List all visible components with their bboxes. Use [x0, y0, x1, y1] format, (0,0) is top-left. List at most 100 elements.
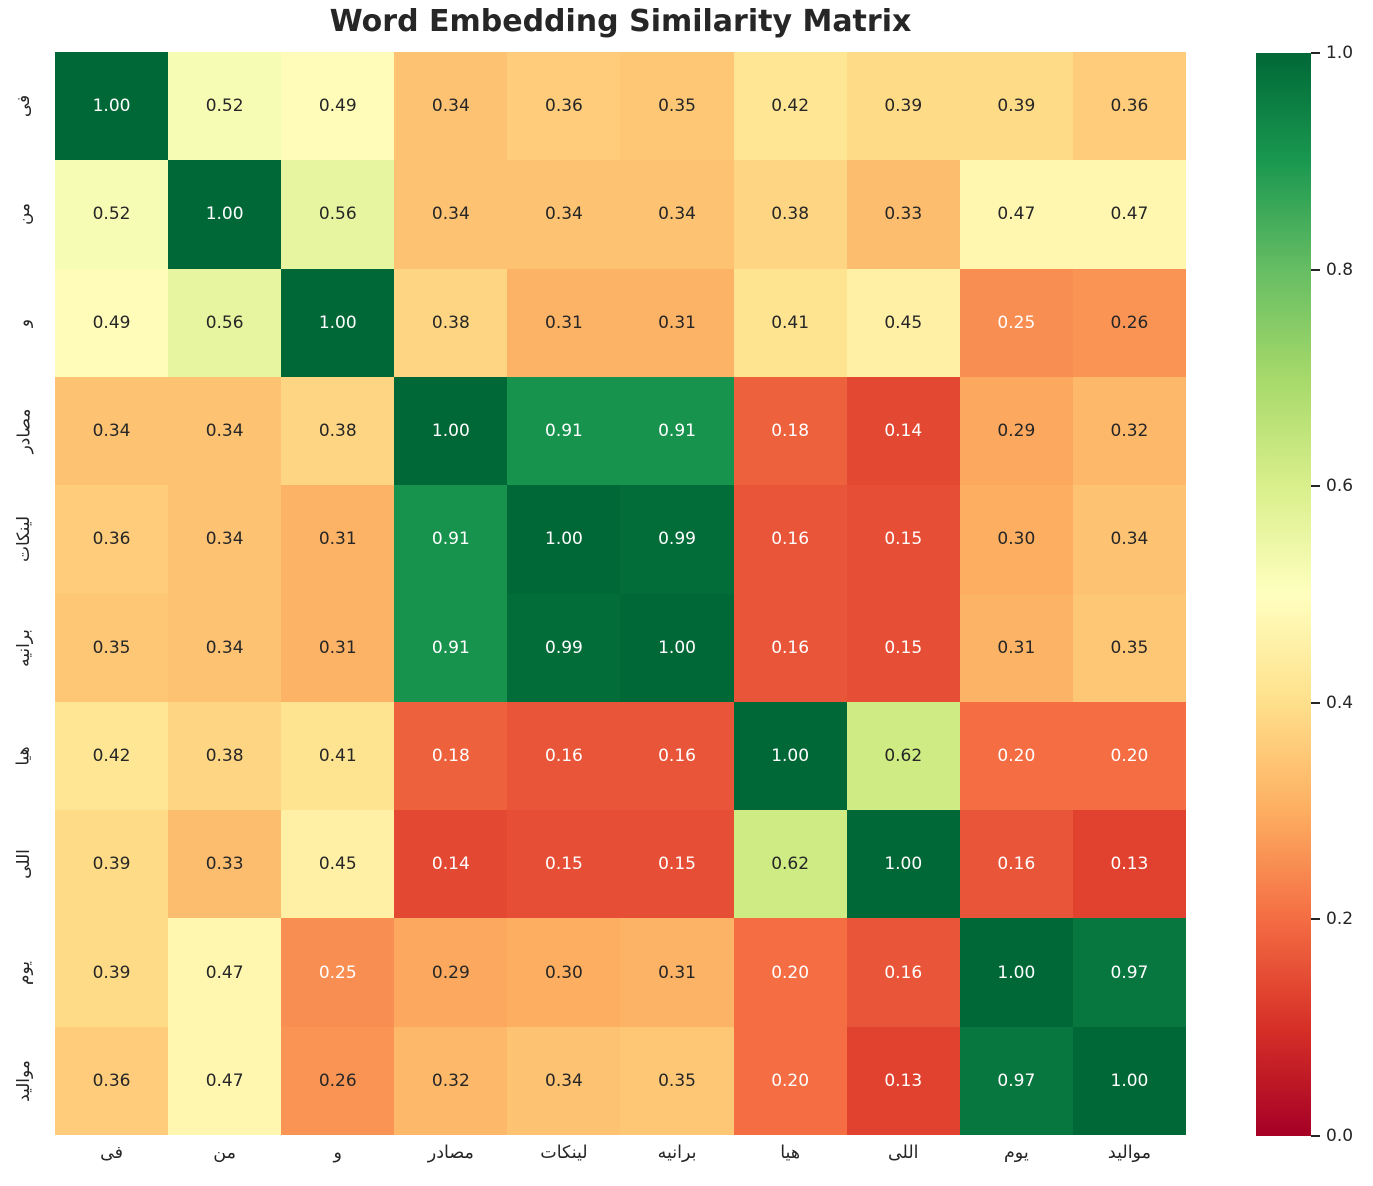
- heatmap-cell-value: 0.91: [545, 421, 583, 442]
- chart-title: Word Embedding Similarity Matrix: [329, 4, 912, 39]
- heatmap-cell-value: 0.15: [545, 854, 583, 875]
- heatmap-cell: 1.00: [846, 810, 960, 919]
- heatmap-cell: 0.97: [1072, 918, 1186, 1027]
- heatmap-cell-value: 0.32: [431, 1070, 470, 1091]
- x-tick-label: من: [213, 1143, 236, 1163]
- x-tick-label: لينكات: [540, 1143, 588, 1163]
- heatmap-cell: 0.34: [394, 52, 508, 161]
- heatmap-cell: 0.35: [1072, 593, 1186, 702]
- heatmap-cell-value: 0.36: [545, 96, 583, 117]
- heatmap-cell-value: 0.15: [884, 637, 923, 658]
- x-tick-label: هيا: [780, 1143, 801, 1163]
- heatmap-cell-value: 0.41: [771, 312, 810, 333]
- heatmap-cell: 0.99: [620, 485, 734, 594]
- heatmap-cell-value: 0.38: [771, 204, 810, 225]
- heatmap-cell-value: 0.25: [318, 962, 357, 983]
- heatmap-cell: 0.31: [281, 485, 395, 594]
- heatmap-cell-value: 0.38: [431, 312, 470, 333]
- heatmap-cell-value: 0.35: [658, 96, 696, 117]
- heatmap-cell-value: 0.29: [997, 421, 1036, 442]
- heatmap-cell: 0.31: [620, 268, 734, 377]
- heatmap-cell: 0.34: [168, 593, 282, 702]
- heatmap-cell: 0.26: [1072, 268, 1186, 377]
- heatmap-cell-value: 0.16: [771, 637, 810, 658]
- heatmap-cell-value: 0.36: [92, 529, 131, 550]
- heatmap-cell-value: 1.00: [92, 96, 131, 117]
- heatmap-cell-value: 0.35: [658, 1070, 696, 1091]
- heatmap-cell: 0.56: [168, 268, 282, 377]
- heatmap-cell: 0.34: [620, 160, 734, 269]
- heatmap-cell: 0.52: [55, 160, 169, 269]
- heatmap-cell-value: 0.20: [1110, 745, 1149, 766]
- colorbar-tick-label: 0.8: [1326, 259, 1354, 280]
- x-tick-label: مواليد: [1107, 1143, 1151, 1163]
- heatmap-cell: 1.00: [55, 52, 169, 161]
- heatmap-cell: 0.39: [846, 52, 960, 161]
- heatmap-cell-value: 0.52: [92, 204, 131, 225]
- colorbar-tick-label: 0.2: [1326, 909, 1354, 930]
- heatmap-cell-value: 0.35: [1110, 637, 1149, 658]
- heatmap-cell: 0.45: [281, 810, 395, 919]
- heatmap-cell-value: 0.30: [997, 529, 1036, 550]
- heatmap-cell-value: 0.34: [545, 1070, 583, 1091]
- colorbar-tick-mark: [1311, 52, 1320, 54]
- heatmap-cell: 1.00: [168, 160, 282, 269]
- y-tick-label: برانيه: [14, 628, 34, 667]
- heatmap-cell-value: 0.62: [771, 854, 810, 875]
- heatmap-cell-value: 0.97: [997, 1070, 1036, 1091]
- heatmap-cell: 1.00: [959, 918, 1073, 1027]
- heatmap-cell-value: 0.13: [1110, 854, 1149, 875]
- x-axis-tick-labels: فى من و مصادر لينكات برانيه هيا اللى يوم مواليد: [55, 1143, 1186, 1163]
- heatmap-cell-value: 0.34: [431, 96, 470, 117]
- colorbar: [1256, 53, 1311, 1136]
- y-tick-label: مصادر: [14, 408, 34, 454]
- heatmap-cell: 0.29: [394, 918, 508, 1027]
- heatmap-cell: 0.47: [168, 1026, 282, 1135]
- heatmap-cell-value: 0.31: [658, 962, 696, 983]
- heatmap-cell-value: 0.34: [92, 421, 131, 442]
- y-tick-label: مواليد: [13, 1059, 34, 1102]
- heatmap-cell: 0.47: [1072, 160, 1186, 269]
- heatmap-cell-value: 0.39: [884, 96, 923, 117]
- heatmap-cell-value: 0.34: [205, 529, 244, 550]
- heatmap-cell-value: 0.99: [658, 529, 696, 550]
- colorbar-tick-label: 0.4: [1326, 692, 1354, 713]
- heatmap-cell: 0.16: [846, 918, 960, 1027]
- heatmap-cell: 0.39: [55, 810, 169, 919]
- heatmap-cell: 0.25: [959, 268, 1073, 377]
- heatmap-cell: 0.20: [733, 1026, 847, 1135]
- heatmap-cell: 0.20: [1072, 701, 1186, 811]
- heatmap-cell: 0.16: [959, 810, 1073, 919]
- heatmap-cell: 0.20: [959, 701, 1073, 811]
- heatmap-cell: 0.34: [507, 1026, 621, 1135]
- heatmap-cell: 0.34: [1072, 485, 1186, 594]
- heatmap-cell-value: 0.16: [545, 745, 583, 766]
- heatmap-cell-value: 0.31: [545, 312, 583, 333]
- heatmap-cell: 0.25: [281, 918, 395, 1027]
- x-tick-label: مصادر: [427, 1143, 474, 1163]
- heatmap-cell-value: 0.56: [318, 204, 357, 225]
- heatmap-cell-value: 0.18: [771, 421, 810, 442]
- heatmap-cell: 0.13: [1072, 810, 1186, 919]
- heatmap-cell-value: 0.33: [205, 854, 244, 875]
- heatmap-cell: 1.00: [733, 701, 847, 811]
- heatmap-cell-value: 1.00: [545, 529, 583, 550]
- heatmap-cell-value: 0.26: [1110, 312, 1149, 333]
- heatmap-cell: 0.49: [55, 268, 169, 377]
- heatmap-cell-value: 0.16: [997, 854, 1036, 875]
- heatmap-cell-value: 0.52: [205, 96, 244, 117]
- y-tick-label: فى: [13, 94, 34, 118]
- y-tick-label: هيا: [14, 746, 34, 766]
- heatmap-cell-value: 0.47: [1110, 204, 1149, 225]
- heatmap-cell: 1.00: [1072, 1026, 1186, 1135]
- colorbar-tick-label: 0.6: [1326, 476, 1354, 497]
- heatmap-cell: 0.56: [281, 160, 395, 269]
- y-axis-tick-labels: فى من و مصادر لينكات برانيه هيا اللى يوم مواليد: [0, 52, 48, 1135]
- heatmap-cell: 0.15: [507, 810, 621, 919]
- heatmap-cell: 0.34: [168, 376, 282, 486]
- heatmap-cell: 0.34: [55, 376, 169, 486]
- heatmap-cell: 0.91: [620, 376, 734, 486]
- heatmap-cell: 0.18: [733, 376, 847, 486]
- heatmap-cell: 0.35: [620, 52, 734, 161]
